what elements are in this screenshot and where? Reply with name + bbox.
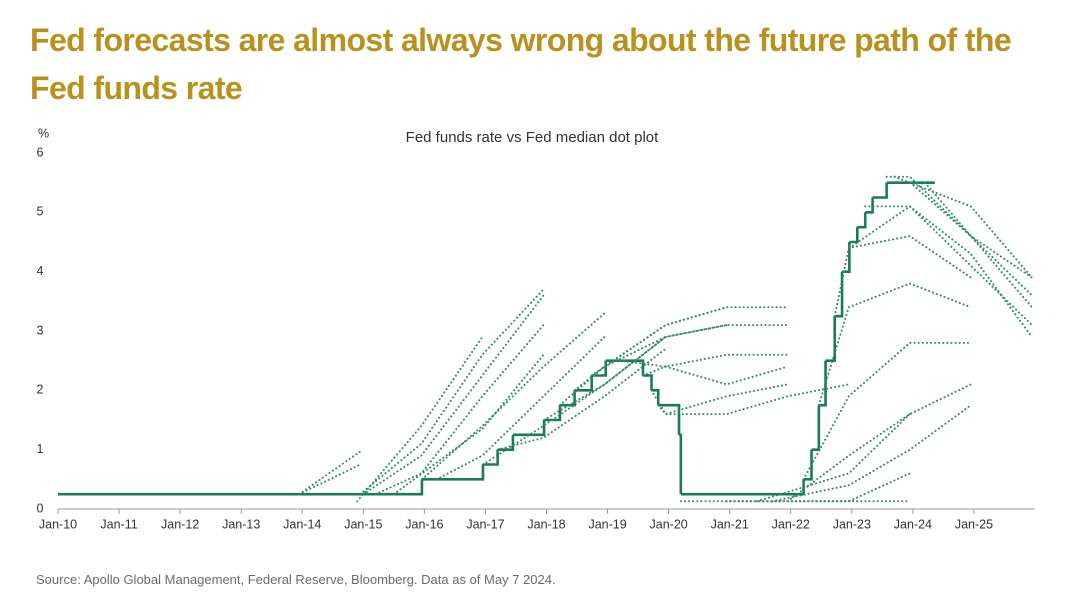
fed-funds-step [574, 375, 593, 392]
x-tick-label: Jan-14 [283, 517, 321, 531]
x-tick-label: Jan-16 [405, 517, 443, 531]
chart-title: Fed funds rate vs Fed median dot plot [406, 129, 659, 146]
chart: Fed funds rate vs Fed median dot plot % … [37, 126, 1035, 531]
fed-funds-step [811, 405, 821, 451]
source-note: Source: Apollo Global Management, Federa… [36, 572, 556, 587]
fed-funds-step [679, 433, 683, 495]
forecast-line [848, 205, 1033, 327]
fed-funds-step [849, 227, 859, 244]
fed-funds-step [834, 271, 844, 318]
x-tick-label: Jan-19 [588, 517, 626, 531]
forecast-line [298, 463, 362, 496]
x-tick-label: Jan-13 [222, 517, 260, 531]
x-tick-label: Jan-12 [161, 517, 199, 531]
forecast-line [392, 353, 545, 496]
forecast-line [298, 450, 362, 496]
forecast-line [356, 335, 484, 503]
x-tick-label: Jan-18 [527, 517, 565, 531]
forecast-line [618, 353, 789, 368]
y-tick-label: 4 [37, 264, 44, 278]
fed-funds-step [865, 197, 874, 214]
forecast-line [756, 413, 911, 503]
y-tick-label: 2 [37, 383, 44, 397]
forecast-line [802, 341, 972, 481]
forecast-line [420, 312, 606, 481]
forecast-line [909, 181, 1033, 297]
fed-funds-step [544, 405, 562, 422]
fed-funds-step [642, 374, 653, 391]
forecast-line [362, 294, 545, 496]
fed-funds-step [872, 182, 888, 199]
x-tick-label: Jan-10 [39, 517, 77, 531]
forecast-line [650, 383, 789, 416]
fed-funds-step [58, 479, 424, 496]
fed-funds-step [803, 449, 813, 481]
fed-funds-step [421, 464, 485, 481]
y-tick-label: 1 [37, 442, 44, 456]
forecast-line [885, 175, 1033, 309]
forecast-line [817, 282, 972, 407]
fed-funds-step [680, 479, 805, 496]
headline: Fed forecasts are almost always wrong ab… [30, 22, 1012, 106]
fed-funds-step [512, 420, 546, 437]
x-tick-label: Jan-11 [100, 517, 137, 531]
x-tick-label: Jan-21 [711, 517, 749, 531]
forecast-line [573, 306, 789, 392]
fed-funds-step [825, 316, 837, 362]
fed-funds-step [605, 359, 645, 376]
y-tick-label: 5 [37, 205, 44, 219]
x-tick-label: Jan-24 [894, 517, 932, 531]
y-tick-label: 0 [37, 501, 44, 515]
y-tick-label: 6 [37, 145, 44, 159]
fed-funds-step [818, 360, 827, 407]
forecast-line [833, 235, 972, 318]
x-tick-label: Jan-22 [772, 517, 810, 531]
x-tick-label: Jan-23 [833, 517, 871, 531]
y-tick-label: 3 [37, 323, 44, 337]
fed-funds-step [842, 242, 851, 273]
x-tick-label: Jan-17 [466, 517, 504, 531]
fed-funds-step [658, 403, 681, 435]
fed-funds-step [482, 449, 499, 466]
forecast-line [893, 175, 1033, 279]
forecast-line [771, 404, 972, 503]
x-tick-label: Jan-20 [650, 517, 688, 531]
forecast-line [924, 181, 1033, 279]
x-tick-label: Jan-25 [955, 517, 993, 531]
forecast-line [725, 472, 911, 503]
forecast-line [359, 288, 545, 496]
forecast-line [435, 335, 606, 481]
fed-funds-step [857, 212, 867, 229]
forecast-line [496, 347, 667, 451]
fed-funds-step [497, 434, 515, 451]
fed-funds-step [559, 390, 576, 407]
forecast-line [641, 365, 789, 386]
forecast-line [481, 335, 667, 466]
y-axis-label: % [38, 126, 49, 140]
forecast-line [786, 383, 972, 503]
forecast-line [374, 324, 545, 496]
x-tick-label: Jan-15 [344, 517, 382, 531]
forecast-line [657, 383, 850, 416]
